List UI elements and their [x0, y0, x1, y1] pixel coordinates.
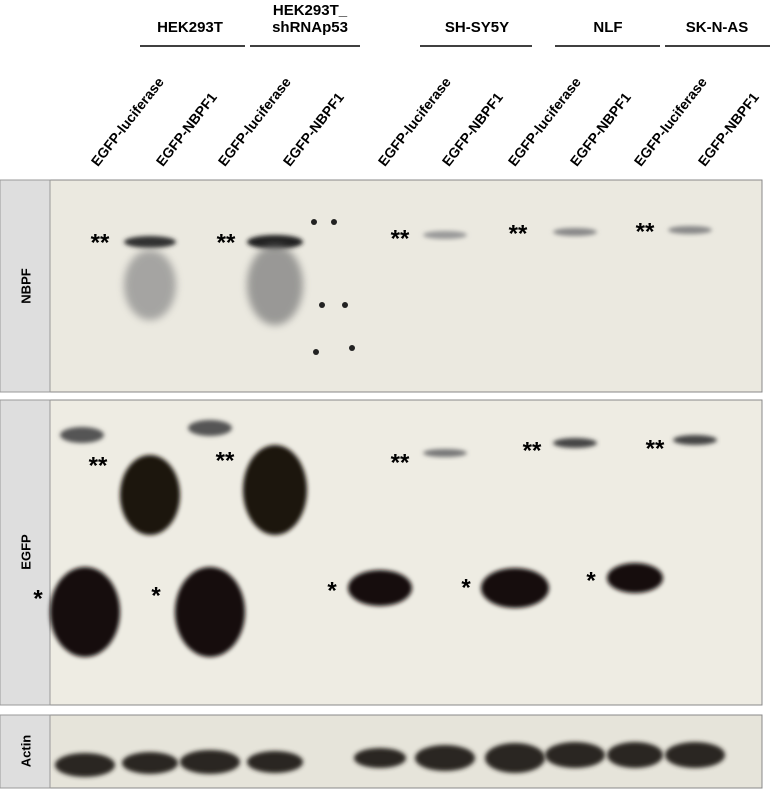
group-label: HEK293T_ — [273, 2, 348, 19]
bands — [50, 219, 725, 777]
band-marker: ** — [646, 435, 665, 462]
band-marker: ** — [523, 437, 542, 464]
band-marker: * — [151, 582, 161, 609]
group-label: HEK293T — [157, 19, 223, 36]
panel-label: NBPF — [18, 268, 33, 303]
band-marker: * — [33, 585, 43, 612]
lane-label: EGFP-NBPF1 — [280, 89, 347, 169]
lane-label: EGFP-NBPF1 — [567, 89, 634, 169]
panel-label: Actin — [18, 735, 33, 768]
band-marker: ** — [391, 449, 410, 476]
label-strip — [0, 714, 51, 789]
nbpf-panel — [0, 179, 763, 393]
group-label: SK-N-AS — [686, 19, 749, 36]
panel-label: EGFP — [18, 534, 33, 570]
lane-label: EGFP-NBPF1 — [153, 89, 220, 169]
band-marker: * — [461, 574, 471, 601]
label-strip — [0, 399, 51, 706]
group-label: SH-SY5Y — [445, 19, 509, 36]
band-marker: * — [586, 567, 596, 594]
group-label: shRNAp53 — [272, 19, 348, 36]
egfp-panel — [0, 399, 763, 706]
lane-label: EGFP-NBPF1 — [439, 89, 506, 169]
label-strip — [0, 179, 51, 393]
band-marker: ** — [636, 218, 655, 245]
lane-label: EGFP-NBPF1 — [695, 89, 762, 169]
band-marker: ** — [391, 225, 410, 252]
band-marker: * — [327, 577, 337, 604]
band-marker: ** — [217, 229, 236, 256]
band-marker: ** — [89, 452, 108, 479]
group-label: NLF — [593, 19, 622, 36]
band-marker: ** — [216, 447, 235, 474]
band-marker: ** — [509, 220, 528, 247]
band-marker: ** — [91, 229, 110, 256]
